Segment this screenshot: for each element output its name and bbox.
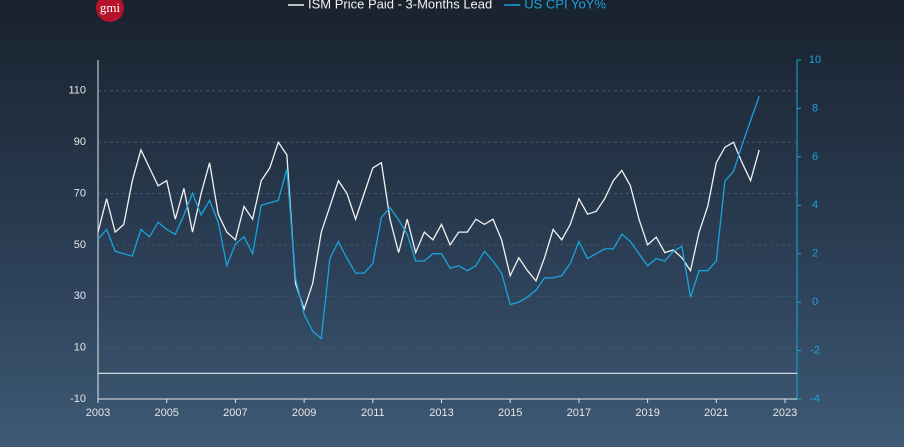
legend-label: US CPI YoY% <box>524 0 606 11</box>
y-tick-label: 10 <box>74 342 86 354</box>
x-tick-label: 2017 <box>567 407 591 419</box>
logo-badge <box>96 0 124 22</box>
y2-tick-label: 8 <box>812 102 818 114</box>
y2-tick-label: 10 <box>809 54 821 66</box>
x-tick-label: 2003 <box>86 407 110 419</box>
series-line <box>97 140 760 312</box>
y2-tick-label: 2 <box>812 248 818 260</box>
legend-label: ISM Price Paid - 3-Months Lead <box>308 0 492 11</box>
y2-tick-label: -4 <box>810 393 820 405</box>
x-tick-label: 2019 <box>635 407 659 419</box>
y2-tick-label: 6 <box>812 151 818 163</box>
series-line <box>97 96 760 340</box>
y-tick-label: 50 <box>74 239 86 251</box>
x-tick-label: 2011 <box>361 407 385 419</box>
y-tick-label: 70 <box>74 187 86 199</box>
x-tick-label: 2009 <box>292 407 316 419</box>
x-tick-label: 2021 <box>704 407 728 419</box>
y2-tick-label: 4 <box>812 199 818 211</box>
x-tick-label: 2023 <box>773 407 797 419</box>
y-tick-label: 90 <box>74 136 86 148</box>
x-tick-label: 2005 <box>154 407 178 419</box>
y-tick-label: 30 <box>74 290 86 302</box>
logo: gmi <box>100 0 121 15</box>
x-tick-label: 2015 <box>498 407 522 419</box>
x-tick-label: 2007 <box>223 407 247 419</box>
x-tick-label: 2013 <box>429 407 453 419</box>
y2-tick-label: 0 <box>812 296 818 308</box>
y-tick-label: 110 <box>68 85 86 97</box>
y-tick-label: -10 <box>70 393 86 405</box>
y2-tick-label: -2 <box>810 344 820 356</box>
